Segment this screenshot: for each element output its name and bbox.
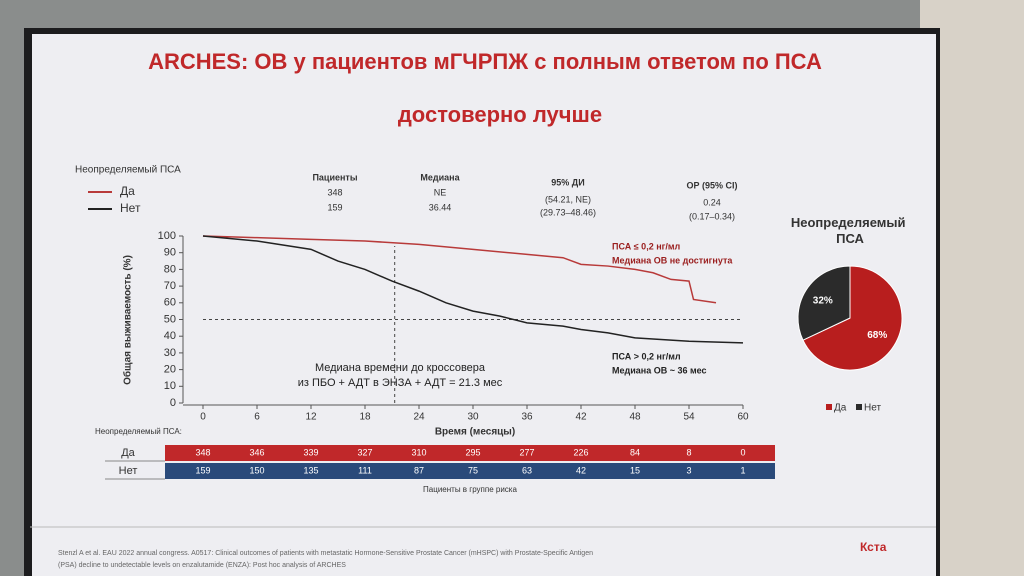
- risk-count: 327: [357, 447, 372, 457]
- risk-count: 3: [686, 465, 691, 475]
- risk-count: 226: [573, 447, 588, 457]
- y-tick-label: 0: [170, 397, 176, 409]
- risk-count: 87: [414, 465, 424, 475]
- survival-curve: [202, 235, 717, 304]
- logo: Кста: [860, 540, 887, 554]
- y-tick-label: 50: [164, 313, 176, 325]
- risk-count: 75: [468, 465, 478, 475]
- risk-count: 277: [519, 447, 534, 457]
- annotation: ПСА > 0,2 нг/мл: [612, 351, 681, 361]
- y-tick-label: 100: [158, 230, 176, 242]
- legend-swatch: [856, 404, 862, 410]
- risk-count: 63: [522, 465, 532, 475]
- cell: 348: [327, 187, 342, 197]
- pie-slice: [802, 265, 903, 371]
- cell: NE: [434, 187, 447, 197]
- risk-count: 348: [195, 447, 210, 457]
- legend-label: Нет: [120, 201, 141, 215]
- column-header: ОР (95% CI): [686, 180, 737, 190]
- risk-count: 0: [740, 447, 745, 457]
- x-tick-label: 12: [305, 412, 317, 423]
- citation: (PSA) decline to undetectable levels on …: [58, 562, 346, 569]
- x-tick-label: 60: [737, 412, 749, 423]
- risk-count: 1: [740, 465, 745, 475]
- risk-count: 84: [630, 447, 640, 457]
- slice-label: 68%: [867, 330, 887, 341]
- y-tick-label: 40: [164, 330, 176, 342]
- x-tick-label: 54: [683, 412, 695, 423]
- pie-title: Неопределяемый ПСА: [791, 215, 909, 246]
- title: ARCHES: ОВ у пациентов мГЧРПЖ с полным о…: [148, 49, 822, 74]
- annotation: Медиана ОВ не достигнута: [612, 255, 733, 265]
- legend-label: Да: [120, 184, 135, 198]
- x-axis-label: Время (месяцы): [435, 427, 515, 438]
- risk-caption: Пациенты в группе риска: [423, 485, 517, 494]
- x-tick-label: 0: [200, 412, 206, 423]
- pie-slice: [797, 265, 851, 341]
- y-tick-label: 90: [164, 247, 176, 259]
- slice-label: 32%: [813, 295, 833, 306]
- x-tick-label: 36: [521, 412, 533, 423]
- x-tick-label: 6: [254, 412, 260, 423]
- risk-label: Неопределяемый ПСА:: [95, 427, 182, 436]
- x-tick-label: 18: [359, 412, 371, 423]
- risk-count: 42: [576, 465, 586, 475]
- x-tick-label: 48: [629, 412, 641, 423]
- y-tick-label: 10: [164, 380, 176, 392]
- risk-count: 15: [630, 465, 640, 475]
- column-header: Медиана: [420, 172, 460, 182]
- risk-count: 150: [249, 465, 264, 475]
- title: достоверно лучше: [398, 102, 602, 127]
- cell: 36.44: [429, 202, 452, 212]
- annotation: ПСА ≤ 0,2 нг/мл: [612, 241, 681, 251]
- y-tick-label: 30: [164, 347, 176, 359]
- x-tick-label: 30: [467, 412, 479, 423]
- column-header: 95% ДИ: [551, 177, 584, 187]
- y-tick-label: 70: [164, 280, 176, 292]
- y-axis-label: Общая выживаемость (%): [122, 255, 134, 385]
- risk-count: 339: [303, 447, 318, 457]
- risk-count: 8: [686, 447, 691, 457]
- row-band: [165, 445, 775, 461]
- y-tick-label: 20: [164, 364, 176, 376]
- cell: 159: [327, 202, 342, 212]
- annotation: из ПБО + АДТ в ЭНЗА + АДТ = 21.3 мес: [298, 377, 503, 389]
- risk-count: 135: [303, 465, 318, 475]
- y-tick-label: 60: [164, 297, 176, 309]
- cell: 0.24: [703, 197, 721, 207]
- risk-count: 346: [249, 447, 264, 457]
- annotation: Медиана ОВ ~ 36 мес: [612, 365, 707, 375]
- cell: (54.21, NE): [545, 194, 591, 204]
- column-header: Пациенты: [312, 172, 357, 182]
- cell: (29.73–48.46): [540, 207, 596, 217]
- y-tick-label: 80: [164, 263, 176, 275]
- risk-count: 159: [195, 465, 210, 475]
- annotation: Медиана времени до кроссовера: [315, 362, 486, 374]
- risk-count: 295: [465, 447, 480, 457]
- cell: (0.17–0.34): [689, 211, 735, 221]
- survival-curve: [202, 235, 744, 344]
- risk-count: 310: [411, 447, 426, 457]
- legend-label: Да: [834, 403, 847, 414]
- citation: Stenzl A et al. EAU 2022 annual congress…: [58, 550, 593, 557]
- row-band: [165, 463, 775, 479]
- x-tick-label: 24: [413, 412, 425, 423]
- risk-count: 111: [358, 465, 372, 475]
- legend-swatch: [826, 404, 832, 410]
- row-name: Нет: [119, 465, 138, 477]
- x-tick-label: 42: [575, 412, 587, 423]
- row-name: Да: [121, 447, 135, 459]
- legend-label: Нет: [864, 403, 881, 414]
- group-label: Неопределяемый ПСА: [75, 165, 181, 176]
